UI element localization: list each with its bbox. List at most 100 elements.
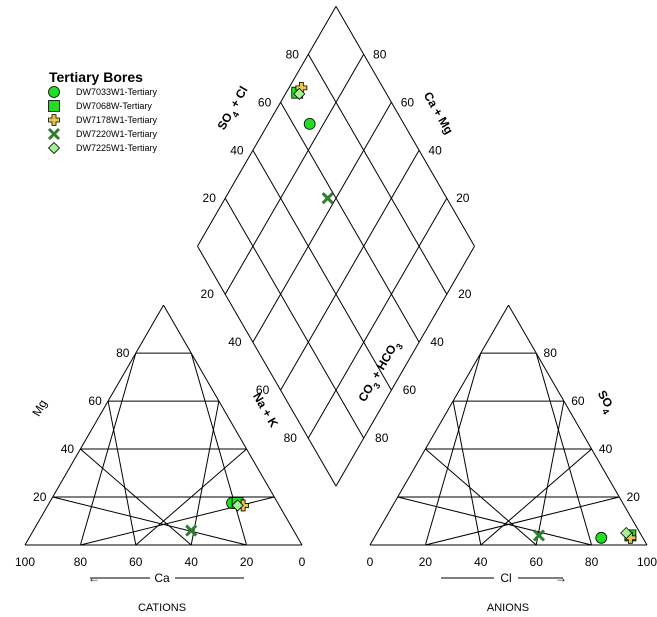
anion-bottom-tick: 60	[530, 555, 544, 569]
diamond-edge	[335, 6, 475, 247]
legend-label: DW7178W1-Tertiary	[76, 115, 158, 125]
diamond-edge	[197, 245, 337, 487]
diamond-upper-right-tick: 80	[373, 47, 387, 61]
co3-hco3-axis-title: CO3 + HCO3	[355, 338, 405, 406]
diamond-upper-left-tick: 80	[286, 47, 300, 61]
diamond-upper-left-tick: 20	[203, 191, 217, 205]
legend-title: Tertiary Bores	[49, 69, 143, 85]
cation-grid-line	[190, 400, 220, 546]
legend-label: DW7220W1-Tertiary	[76, 129, 158, 139]
diamond-lower-right-tick: 60	[403, 383, 417, 397]
anion-grid-line	[480, 448, 592, 546]
tick-labels: 100 80 60 40 20 0 0 20 40 60 80 100 20 40 60 80 20 40 60 80…	[15, 47, 657, 569]
anion-bottom-tick: 0	[367, 555, 374, 569]
grid-lines	[24, 6, 648, 579]
mg-tick: 40	[61, 442, 75, 456]
cation-bottom-tick: 80	[74, 555, 88, 569]
nak-axis-title: Na + K	[250, 390, 281, 430]
cation-point-3	[185, 524, 198, 537]
diamond-grid-line	[252, 102, 392, 343]
anion-bottom-tick: 20	[419, 555, 433, 569]
diamond-lower-right-tick: 20	[458, 287, 472, 301]
mg-axis-title: Mg	[29, 397, 49, 418]
anion-grid-line	[397, 496, 592, 546]
diamond-lower-left-tick: 60	[256, 383, 270, 397]
cl-axis-title: Cl	[500, 571, 511, 585]
diamond-lower-left-tick: 20	[201, 287, 215, 301]
diamond-upper-right-tick: 20	[456, 191, 470, 205]
mg-tick: 60	[88, 394, 102, 408]
cation-bottom-tick: 0	[299, 555, 306, 569]
anion-grid-line	[535, 352, 593, 546]
diamond-lower-left-tick: 40	[228, 335, 242, 349]
diamond-grid-line	[280, 150, 420, 391]
so4-tick: 40	[599, 442, 613, 456]
diamond-grid-line	[307, 197, 448, 439]
anion-triangle-edge	[369, 304, 509, 546]
diamond-grid-line	[224, 197, 365, 439]
so4-cl-axis-title: SO4 + Cl	[214, 84, 254, 135]
cation-grid-line	[80, 448, 192, 546]
cation-grid-line	[107, 400, 137, 546]
ca-axis-title: Ca	[154, 571, 170, 585]
anions-caption: ANIONS	[487, 602, 529, 614]
legend-marker	[47, 127, 61, 141]
anion-point-4	[620, 526, 633, 540]
diamond-upper-right-tick: 60	[401, 95, 415, 109]
cation-bottom-tick: 60	[129, 555, 143, 569]
so4-tick: 80	[544, 346, 558, 360]
cation-point-4	[231, 499, 244, 512]
cations-caption: CATIONS	[138, 602, 186, 614]
diamond-upper-right-tick: 40	[428, 143, 442, 157]
cation-bottom-tick: 100	[15, 555, 35, 569]
diamond-grid-line	[307, 54, 448, 295]
cation-grid-line	[52, 496, 247, 546]
so4-tick: 20	[627, 490, 641, 504]
diamond-point-4	[293, 87, 306, 100]
anion-grid-line	[425, 448, 537, 546]
anion-point-3	[532, 529, 546, 542]
ca-mg-axis-title: Ca + Mg	[421, 89, 456, 136]
mg-tick: 80	[116, 346, 130, 360]
anion-bottom-tick: 100	[637, 555, 657, 569]
anion-bottom-tick: 40	[474, 555, 488, 569]
diamond-edge	[197, 6, 337, 247]
anion-grid-line	[535, 400, 565, 546]
cl-arrow-head: →	[555, 571, 567, 585]
diamond-grid-line	[280, 102, 420, 343]
cation-grid-line	[135, 448, 247, 546]
cation-grid-line	[190, 352, 248, 546]
diamond-lower-right-tick: 40	[430, 335, 444, 349]
data-points	[185, 81, 637, 544]
diamond-grid-line	[252, 150, 392, 391]
so4-tick: 60	[571, 394, 585, 408]
anion-bottom-tick: 80	[585, 555, 599, 569]
cation-bottom-tick: 40	[185, 555, 199, 569]
legend: Tertiary Bores DW7033W1-Tertiary DW7068W-T…	[47, 69, 158, 155]
cation-bottom-tick: 20	[240, 555, 254, 569]
mg-tick: 20	[33, 490, 47, 504]
cation-triangle-edge	[163, 304, 303, 546]
ca-arrow-head: ←	[88, 571, 100, 585]
legend-label: DW7225W1-Tertiary	[76, 143, 158, 153]
diamond-point-3	[321, 192, 334, 205]
diamond-edge	[335, 245, 475, 487]
diamond-lower-left-tick: 80	[284, 431, 298, 445]
legend-label: DW7068W-Tertiary	[76, 101, 152, 111]
diamond-grid-line	[224, 54, 365, 295]
diamond-upper-left-tick: 60	[258, 95, 272, 109]
cation-triangle-edge	[24, 304, 164, 546]
legend-marker	[47, 141, 61, 155]
diamond-lower-right-tick: 80	[375, 431, 389, 445]
legend-marker	[48, 100, 60, 112]
legend-marker	[48, 114, 60, 126]
anion-triangle-edge	[508, 304, 648, 546]
legend-label: DW7033W1-Tertiary	[76, 87, 158, 97]
anion-grid-line	[425, 496, 620, 546]
so4-axis-title: SO4	[591, 388, 618, 416]
diamond-upper-left-tick: 40	[230, 143, 244, 157]
legend-marker	[48, 86, 60, 98]
anion-point-0	[595, 531, 608, 544]
anion-grid-line	[452, 400, 482, 546]
